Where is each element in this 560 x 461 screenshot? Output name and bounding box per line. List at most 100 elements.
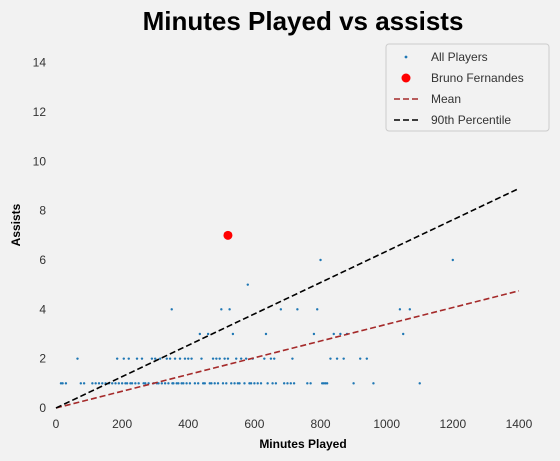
data-point xyxy=(319,258,322,262)
data-point xyxy=(372,382,375,385)
data-point xyxy=(249,382,253,385)
data-point xyxy=(61,382,64,385)
data-point xyxy=(101,382,104,385)
data-point xyxy=(210,382,213,385)
x-axis-ticks: 0 200 400 600 800 1000 1200 1400 xyxy=(53,417,533,431)
data-point xyxy=(215,357,218,360)
data-point xyxy=(122,357,125,360)
x-tick-label: 0 xyxy=(53,417,60,431)
data-point xyxy=(91,382,94,385)
data-point xyxy=(236,382,240,385)
x-tick-label: 1000 xyxy=(373,417,400,431)
x-tick-label: 400 xyxy=(178,417,198,431)
y-tick-label: 6 xyxy=(39,253,46,267)
data-point xyxy=(296,308,299,311)
chart-marks xyxy=(55,187,520,409)
data-point xyxy=(402,332,405,336)
data-point xyxy=(198,332,202,336)
data-point xyxy=(365,357,369,360)
data-point xyxy=(325,382,329,385)
data-point xyxy=(206,332,210,336)
highlight-point xyxy=(223,230,233,240)
data-point xyxy=(59,382,63,385)
data-point xyxy=(225,382,228,385)
data-point xyxy=(282,382,286,385)
data-point xyxy=(125,382,129,385)
data-point xyxy=(117,382,121,385)
data-point xyxy=(244,357,248,360)
data-point xyxy=(127,357,130,360)
data-point xyxy=(115,357,119,360)
data-point xyxy=(273,357,276,360)
data-point xyxy=(188,382,192,385)
x-tick-label: 1200 xyxy=(439,417,466,431)
percentile-90-line xyxy=(55,187,520,409)
mean-line xyxy=(55,290,520,409)
legend-label: All Players xyxy=(431,50,488,64)
data-point xyxy=(243,382,246,385)
data-point xyxy=(418,382,421,385)
data-point xyxy=(150,357,154,360)
data-point xyxy=(292,382,296,385)
chart-title: Minutes Played vs assists xyxy=(143,6,464,36)
data-point xyxy=(248,382,251,385)
data-point xyxy=(183,357,187,360)
data-point xyxy=(94,382,97,385)
data-point xyxy=(196,382,200,385)
data-point xyxy=(140,357,144,360)
data-point xyxy=(228,308,231,311)
data-point xyxy=(114,382,117,385)
x-axis-label: Minutes Played xyxy=(259,437,346,451)
legend: All Players Bruno Fernandes Mean 90th Perce… xyxy=(385,43,550,132)
data-point xyxy=(208,382,211,385)
data-point xyxy=(226,357,230,360)
data-point xyxy=(177,382,180,385)
data-point xyxy=(160,382,164,385)
data-point xyxy=(316,308,319,311)
data-point xyxy=(135,357,139,360)
y-tick-label: 10 xyxy=(33,154,47,168)
legend-point-marker xyxy=(404,55,408,59)
data-point xyxy=(235,357,238,360)
data-point xyxy=(231,332,235,336)
x-tick-label: 800 xyxy=(311,417,331,431)
data-point xyxy=(167,382,170,385)
data-point xyxy=(187,357,190,360)
data-point xyxy=(173,357,177,360)
data-point xyxy=(185,382,188,385)
data-point xyxy=(170,308,173,311)
data-point xyxy=(246,283,249,286)
data-point xyxy=(163,382,167,385)
data-point xyxy=(154,357,157,360)
data-point xyxy=(221,382,225,385)
data-point xyxy=(142,382,145,385)
data-point xyxy=(190,357,193,360)
data-point xyxy=(193,382,197,385)
y-tick-label: 2 xyxy=(39,352,46,366)
data-point xyxy=(332,332,335,336)
data-point xyxy=(216,382,220,385)
data-point xyxy=(271,382,274,385)
data-point xyxy=(256,382,259,385)
data-point xyxy=(320,382,324,385)
data-point xyxy=(279,308,283,311)
data-point xyxy=(220,308,223,311)
data-point xyxy=(165,357,168,360)
data-point xyxy=(134,382,137,385)
data-point xyxy=(111,382,114,385)
data-point xyxy=(223,357,226,360)
data-point xyxy=(239,357,243,360)
y-tick-label: 0 xyxy=(39,401,46,415)
data-point xyxy=(79,382,83,385)
data-point xyxy=(97,382,101,385)
y-axis-label: Assists xyxy=(9,203,23,246)
data-point xyxy=(253,382,256,385)
data-point xyxy=(178,357,182,360)
legend-label: Mean xyxy=(431,92,461,106)
data-point xyxy=(329,357,332,360)
data-point xyxy=(168,357,172,360)
y-tick-label: 12 xyxy=(33,105,47,119)
data-point xyxy=(291,357,294,360)
y-tick-label: 14 xyxy=(33,56,47,70)
